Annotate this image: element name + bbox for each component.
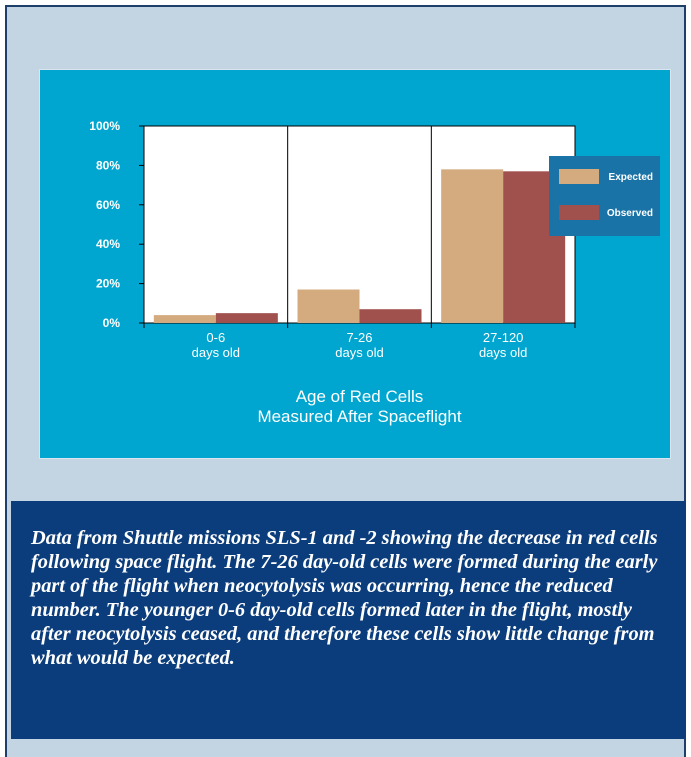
bar-observed xyxy=(359,309,422,323)
figure-caption: Data from Shuttle missions SLS-1 and -2 … xyxy=(31,527,658,669)
category-label: 0-6 xyxy=(206,330,225,345)
y-tick-label: 100% xyxy=(89,119,120,133)
caption-box: Data from Shuttle missions SLS-1 and -2 … xyxy=(11,501,686,739)
chart-panel: 0% 20% 40% 60% 80% 100% 0-6 days old 7-26 days ol… xyxy=(39,69,671,459)
legend-swatch-observed xyxy=(559,205,599,220)
y-tick-label: 0% xyxy=(103,316,121,330)
bar-observed xyxy=(215,313,278,323)
legend-swatch-expected xyxy=(559,169,599,184)
y-tick-label: 20% xyxy=(96,277,120,291)
bar-expected xyxy=(297,289,360,323)
x-axis-title: Age of Red Cells xyxy=(296,387,424,406)
legend-label-expected: Expected xyxy=(609,172,653,183)
bar-expected xyxy=(153,315,216,323)
bar-expected xyxy=(441,169,504,323)
category-label: 27-120 xyxy=(483,330,523,345)
category-label: days old xyxy=(192,345,240,360)
y-tick-label: 80% xyxy=(96,158,120,172)
y-tick-label: 60% xyxy=(96,198,120,212)
category-label: 7-26 xyxy=(346,330,372,345)
legend-box xyxy=(549,156,660,236)
x-axis-title: Measured After Spaceflight xyxy=(257,407,461,426)
legend-label-observed: Observed xyxy=(607,208,653,219)
y-tick-label: 40% xyxy=(96,237,120,251)
category-label: days old xyxy=(479,345,527,360)
category-label: days old xyxy=(335,345,383,360)
